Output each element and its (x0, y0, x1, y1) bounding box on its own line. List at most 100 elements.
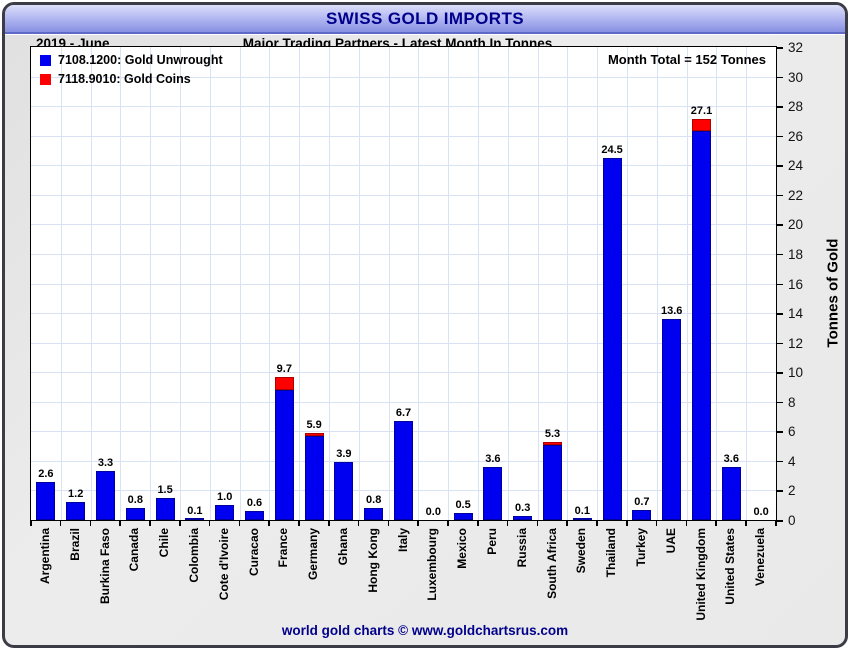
bar-value-label: 3.3 (97, 457, 114, 470)
bar-value-label: 5.9 (306, 418, 322, 431)
y-tick-label: 20 (788, 217, 804, 233)
bar-value-label: 0.1 (187, 504, 203, 517)
grid-line-v (329, 47, 330, 520)
x-tick (775, 521, 777, 526)
title-bar: SWISS GOLD IMPORTS (5, 5, 845, 34)
grid-line-h (31, 283, 776, 285)
grid-line-h (31, 106, 776, 108)
y-tick (777, 47, 783, 49)
x-label: Turkey (633, 528, 648, 567)
bar-value-label: 0.8 (366, 494, 382, 507)
bar-segment-unwrought (245, 511, 264, 520)
x-tick (685, 521, 688, 526)
y-tick (777, 372, 783, 374)
y-tick-label: 10 (788, 365, 804, 381)
legend-item-unwrought: 7108.1200: Gold Unwrought (40, 53, 223, 67)
bar-segment-unwrought (334, 462, 354, 520)
y-tick-label: 2 (788, 483, 796, 499)
plot-area: 2.6 1.2 3.3 0.8 1.5 0.1 1.0 0.6 9.7 5.9 3.9 0.8 6.7 0… (30, 46, 777, 521)
bar-segment-unwrought (96, 471, 115, 520)
bar-segment-unwrought (36, 481, 56, 520)
y-tick (777, 135, 783, 138)
y-tick-label: 6 (788, 424, 796, 440)
bar-value-label: 9.7 (276, 362, 292, 375)
x-tick (626, 521, 628, 526)
x-tick (387, 521, 390, 526)
x-label: Venezuela (753, 528, 768, 587)
y-tick (777, 520, 783, 522)
y-tick (777, 224, 783, 226)
x-tick (506, 521, 509, 526)
grid-line-h (31, 194, 776, 196)
legend-swatch-red-icon (40, 73, 51, 85)
x-label: Ghana (335, 528, 350, 566)
bar-segment-unwrought (602, 157, 622, 520)
y-tick (777, 165, 783, 167)
grid-line-v (358, 47, 360, 520)
bar-segment-unwrought (543, 444, 562, 520)
y-tick (777, 253, 783, 256)
bar-value-label: 13.6 (660, 304, 683, 317)
x-label: Colombia (186, 528, 201, 583)
legend-label-unwrought: 7108.1200: Gold Unwrought (58, 53, 223, 67)
x-tick (357, 521, 360, 526)
grid-line-v (567, 47, 569, 520)
y-tick-label: 0 (788, 513, 796, 528)
grid-line-v (388, 47, 390, 520)
bar-segment-unwrought (66, 502, 86, 520)
grid-line-v (120, 47, 122, 520)
x-tick (179, 521, 181, 526)
x-tick (119, 521, 121, 526)
x-label: Argentina (37, 528, 52, 585)
bar-segment-unwrought (632, 509, 652, 520)
y-tick (777, 342, 783, 345)
grid-line-v (60, 47, 62, 520)
y-tick (777, 431, 783, 433)
grid-line-h (31, 76, 776, 78)
y-axis-title: Tonnes of Gold (824, 238, 842, 348)
y-tick (777, 490, 783, 492)
bar-value-label: 2.6 (38, 467, 54, 480)
grid-line-v (627, 47, 628, 520)
grid-line-v (209, 47, 211, 520)
x-label: South Africa (544, 528, 559, 599)
bar-value-label: 0.0 (753, 506, 769, 518)
bar-segment-unwrought (692, 131, 711, 520)
bar-value-label: 24.5 (601, 143, 623, 156)
x-label: UAE (663, 528, 678, 554)
bar-value-label: 3.6 (723, 452, 739, 465)
bar-segment-unwrought (155, 497, 175, 520)
legend-swatch-blue-icon (40, 54, 51, 66)
x-tick (30, 521, 32, 526)
x-label: France (276, 528, 291, 568)
bar-segment-coins (692, 119, 711, 132)
x-label: Canada (127, 528, 142, 572)
x-tick (566, 521, 568, 526)
y-tick-label: 24 (788, 158, 804, 174)
x-label: Italy (395, 528, 410, 553)
bar-value-label: 5.3 (544, 427, 561, 440)
x-label: United States (723, 528, 738, 605)
grid-line-v (597, 47, 599, 520)
y-tick (777, 76, 783, 79)
bar-value-label: 0.7 (634, 495, 650, 508)
y-tick-label: 30 (788, 69, 804, 85)
x-label: Curacao (246, 528, 261, 577)
x-tick (298, 521, 300, 526)
x-tick (715, 521, 717, 526)
x-tick (268, 521, 270, 526)
y-tick-label: 18 (788, 246, 804, 262)
x-tick (417, 521, 419, 526)
bar-segment-unwrought (483, 466, 503, 520)
grid-line-h (31, 224, 776, 226)
page-title: SWISS GOLD IMPORTS (326, 8, 524, 28)
bar-value-label: 0.6 (246, 497, 263, 510)
y-tick (777, 460, 783, 463)
grid-line-h (31, 135, 776, 137)
x-label: Mexico (455, 528, 470, 569)
bar-value-label: 27.1 (690, 105, 713, 118)
bar-value-label: 6.7 (395, 406, 412, 419)
grid-line-v (180, 47, 181, 520)
x-label: Thailand (604, 528, 619, 578)
